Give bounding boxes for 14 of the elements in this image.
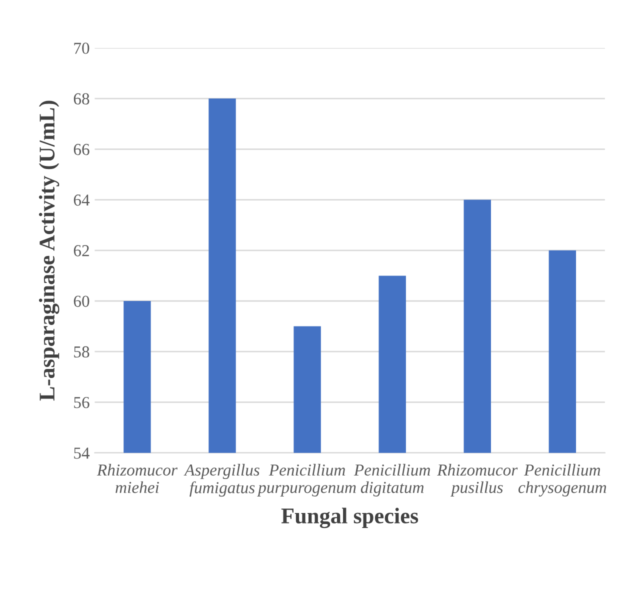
y-tick-label: 64 [74, 194, 90, 206]
x-axis-title: Fungal species [281, 508, 418, 528]
y-tick-label: 54 [74, 448, 90, 459]
y-tick-label: 60 [74, 296, 90, 307]
y-tick-label: 66 [74, 144, 90, 156]
x-tick-label: Penicillium chrysogenum [518, 464, 606, 497]
y-tick-label: 62 [74, 245, 89, 256]
y-tick-label: 58 [74, 346, 90, 358]
x-tick-label: Rhizomucor miehei [96, 464, 178, 494]
y-tick-label: 56 [74, 396, 90, 408]
y-axis-title: L-asparaginase Activity (U/mL) [38, 100, 60, 401]
y-tick-label: 68 [74, 93, 90, 105]
y-tick-label: 70 [74, 42, 90, 54]
x-tick-label: Rhizomucor pusillus [437, 464, 518, 496]
